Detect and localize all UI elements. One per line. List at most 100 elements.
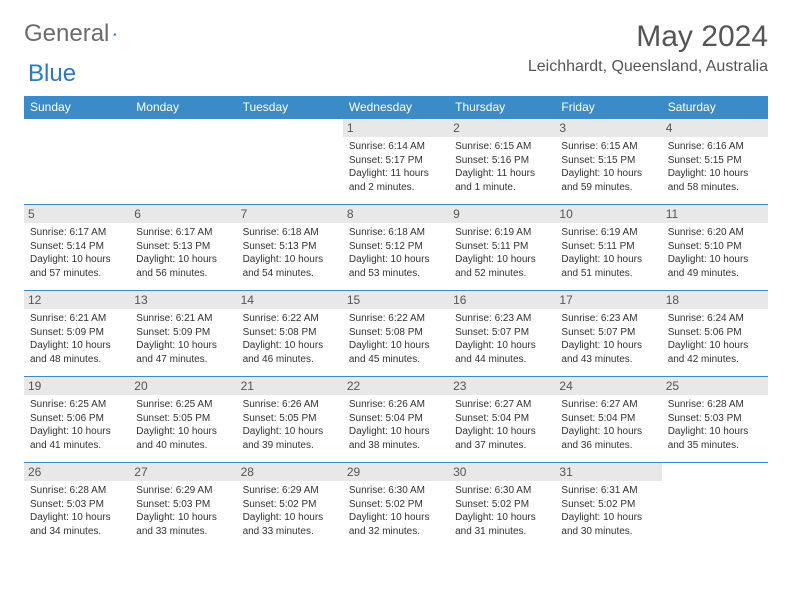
day-number: 4: [662, 119, 768, 137]
day-info: Sunrise: 6:18 AMSunset: 5:12 PMDaylight:…: [349, 226, 443, 280]
calendar-week: 1 Sunrise: 6:14 AMSunset: 5:17 PMDaylight…: [24, 119, 768, 205]
day-info: Sunrise: 6:27 AMSunset: 5:04 PMDaylight:…: [561, 398, 655, 452]
calendar-cell: 13 Sunrise: 6:21 AMSunset: 5:09 PMDayligh…: [130, 291, 236, 377]
day-info: Sunrise: 6:22 AMSunset: 5:08 PMDaylight:…: [349, 312, 443, 366]
dow-friday: Friday: [555, 96, 661, 119]
logo: General: [24, 20, 135, 48]
day-number: 11: [662, 205, 768, 223]
day-number: 7: [237, 205, 343, 223]
location: Leichhardt, Queensland, Australia: [528, 58, 768, 76]
calendar-cell: 14Sunrise: 6:22 AMSunset: 5:08 PMDayligh…: [237, 291, 343, 377]
calendar-cell: [237, 119, 343, 205]
calendar-cell: 25 Sunrise: 6:28 AMSunset: 5:03 PMDayligh…: [662, 377, 768, 463]
day-info: Sunrise: 6:30 AMSunset: 5:02 PMDaylight:…: [349, 484, 443, 538]
day-number: 15: [343, 291, 449, 309]
dow-saturday: Saturday: [662, 96, 768, 119]
calendar-cell: 3Sunrise: 6:15 AMSunset: 5:15 PMDaylight…: [555, 119, 661, 205]
day-info: Sunrise: 6:31 AMSunset: 5:02 PMDaylight:…: [561, 484, 655, 538]
day-number: 9: [449, 205, 555, 223]
day-info: Sunrise: 6:23 AMSunset: 5:07 PMDaylight:…: [561, 312, 655, 366]
day-number: 17: [555, 291, 661, 309]
day-number: 20: [130, 377, 236, 395]
day-info: Sunrise: 6:29 AMSunset: 5:02 PMDaylight:…: [243, 484, 337, 538]
calendar-cell: 16 Sunrise: 6:23 AMSunset: 5:07 PMDayligh…: [449, 291, 555, 377]
calendar-cell: [662, 463, 768, 549]
day-info: Sunrise: 6:18 AMSunset: 5:13 PMDaylight:…: [243, 226, 337, 280]
day-number: 24: [555, 377, 661, 395]
day-number: 22: [343, 377, 449, 395]
calendar-cell: 20 Sunrise: 6:25 AMSunset: 5:05 PMDayligh…: [130, 377, 236, 463]
day-number: 21: [237, 377, 343, 395]
calendar-table: Sunday Monday Tuesday Wednesday Thursday…: [24, 96, 768, 549]
calendar-cell: 6 Sunrise: 6:17 AMSunset: 5:13 PMDaylight…: [130, 205, 236, 291]
day-info: Sunrise: 6:14 AMSunset: 5:17 PMDaylight:…: [349, 140, 443, 194]
calendar-cell: 30 Sunrise: 6:30 AMSunset: 5:02 PMDayligh…: [449, 463, 555, 549]
calendar-week: 26Sunrise: 6:28 AMSunset: 5:03 PMDayligh…: [24, 463, 768, 549]
day-info: Sunrise: 6:26 AMSunset: 5:04 PMDaylight:…: [349, 398, 443, 452]
calendar-cell: [130, 119, 236, 205]
day-number: 2: [449, 119, 555, 137]
day-number: 19: [24, 377, 130, 395]
calendar-cell: 5Sunrise: 6:17 AMSunset: 5:14 PMDaylight…: [24, 205, 130, 291]
day-info: Sunrise: 6:17 AMSunset: 5:13 PMDaylight:…: [136, 226, 230, 280]
day-number: 31: [555, 463, 661, 481]
day-number: 12: [24, 291, 130, 309]
day-info: Sunrise: 6:22 AMSunset: 5:08 PMDaylight:…: [243, 312, 337, 366]
day-info: Sunrise: 6:21 AMSunset: 5:09 PMDaylight:…: [30, 312, 124, 366]
calendar-cell: 24 Sunrise: 6:27 AMSunset: 5:04 PMDayligh…: [555, 377, 661, 463]
day-info: Sunrise: 6:25 AMSunset: 5:06 PMDaylight:…: [30, 398, 124, 452]
day-number: 25: [662, 377, 768, 395]
day-number: 30: [449, 463, 555, 481]
calendar-cell: 21 Sunrise: 6:26 AMSunset: 5:05 PMDayligh…: [237, 377, 343, 463]
calendar-cell: 19 Sunrise: 6:25 AMSunset: 5:06 PMDayligh…: [24, 377, 130, 463]
day-info: Sunrise: 6:20 AMSunset: 5:10 PMDaylight:…: [668, 226, 762, 280]
day-number: 6: [130, 205, 236, 223]
calendar-cell: 27 Sunrise: 6:29 AMSunset: 5:03 PMDayligh…: [130, 463, 236, 549]
day-info: Sunrise: 6:23 AMSunset: 5:07 PMDaylight:…: [455, 312, 549, 366]
calendar-cell: 23 Sunrise: 6:27 AMSunset: 5:04 PMDayligh…: [449, 377, 555, 463]
calendar-cell: 1 Sunrise: 6:14 AMSunset: 5:17 PMDaylight…: [343, 119, 449, 205]
day-info: Sunrise: 6:29 AMSunset: 5:03 PMDaylight:…: [136, 484, 230, 538]
calendar-week: 5Sunrise: 6:17 AMSunset: 5:14 PMDaylight…: [24, 205, 768, 291]
day-info: Sunrise: 6:19 AMSunset: 5:11 PMDaylight:…: [455, 226, 549, 280]
calendar-week: 19 Sunrise: 6:25 AMSunset: 5:06 PMDayligh…: [24, 377, 768, 463]
day-number: 10: [555, 205, 661, 223]
day-number: 29: [343, 463, 449, 481]
calendar-cell: 31 Sunrise: 6:31 AMSunset: 5:02 PMDayligh…: [555, 463, 661, 549]
day-number: 1: [343, 119, 449, 137]
day-info: Sunrise: 6:21 AMSunset: 5:09 PMDaylight:…: [136, 312, 230, 366]
day-info: Sunrise: 6:30 AMSunset: 5:02 PMDaylight:…: [455, 484, 549, 538]
day-info: Sunrise: 6:17 AMSunset: 5:14 PMDaylight:…: [30, 226, 124, 280]
calendar-cell: 26Sunrise: 6:28 AMSunset: 5:03 PMDayligh…: [24, 463, 130, 549]
day-info: Sunrise: 6:15 AMSunset: 5:16 PMDaylight:…: [455, 140, 549, 194]
calendar-cell: 7 Sunrise: 6:18 AMSunset: 5:13 PMDaylight…: [237, 205, 343, 291]
day-number: 16: [449, 291, 555, 309]
day-number: 27: [130, 463, 236, 481]
calendar-cell: 15 Sunrise: 6:22 AMSunset: 5:08 PMDayligh…: [343, 291, 449, 377]
day-number: 18: [662, 291, 768, 309]
day-number: 28: [237, 463, 343, 481]
day-info: Sunrise: 6:25 AMSunset: 5:05 PMDaylight:…: [136, 398, 230, 452]
calendar-cell: 18Sunrise: 6:24 AMSunset: 5:06 PMDayligh…: [662, 291, 768, 377]
calendar-cell: 9 Sunrise: 6:19 AMSunset: 5:11 PMDaylight…: [449, 205, 555, 291]
day-number: 3: [555, 119, 661, 137]
calendar-cell: 4Sunrise: 6:16 AMSunset: 5:15 PMDaylight…: [662, 119, 768, 205]
logo-part2: Blue: [28, 60, 76, 88]
calendar-body: 1 Sunrise: 6:14 AMSunset: 5:17 PMDaylight…: [24, 119, 768, 549]
logo-sail-icon: [113, 25, 117, 43]
calendar-cell: 11 Sunrise: 6:20 AMSunset: 5:10 PMDayligh…: [662, 205, 768, 291]
dow-sunday: Sunday: [24, 96, 130, 119]
calendar-cell: 2 Sunrise: 6:15 AMSunset: 5:16 PMDaylight…: [449, 119, 555, 205]
day-info: Sunrise: 6:26 AMSunset: 5:05 PMDaylight:…: [243, 398, 337, 452]
day-number: 23: [449, 377, 555, 395]
day-info: Sunrise: 6:28 AMSunset: 5:03 PMDaylight:…: [668, 398, 762, 452]
dow-row: Sunday Monday Tuesday Wednesday Thursday…: [24, 96, 768, 119]
day-info: Sunrise: 6:27 AMSunset: 5:04 PMDaylight:…: [455, 398, 549, 452]
dow-thursday: Thursday: [449, 96, 555, 119]
day-number: 13: [130, 291, 236, 309]
dow-monday: Monday: [130, 96, 236, 119]
title-block: May 2024 Leichhardt, Queensland, Austral…: [528, 20, 768, 76]
calendar-cell: 22 Sunrise: 6:26 AMSunset: 5:04 PMDayligh…: [343, 377, 449, 463]
calendar-cell: 28 Sunrise: 6:29 AMSunset: 5:02 PMDayligh…: [237, 463, 343, 549]
day-info: Sunrise: 6:19 AMSunset: 5:11 PMDaylight:…: [561, 226, 655, 280]
